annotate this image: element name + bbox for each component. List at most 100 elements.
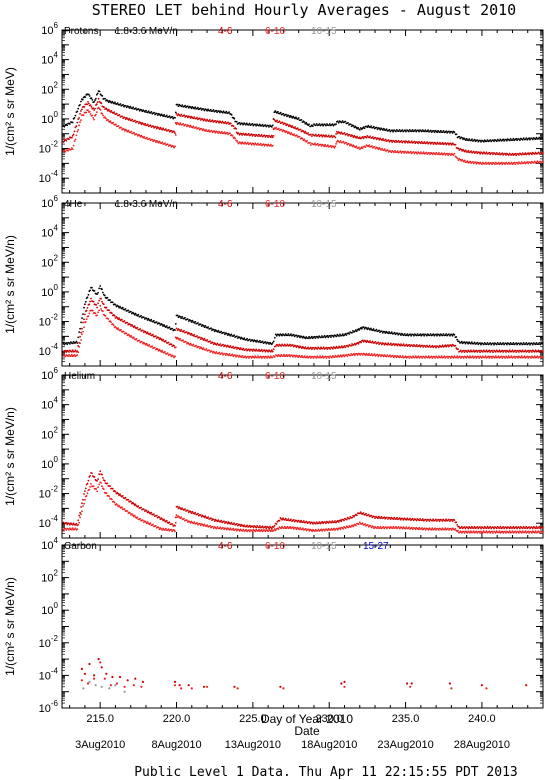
data-point: [314, 142, 316, 145]
data-point: [133, 131, 136, 134]
data-point: [481, 351, 484, 353]
data-point: [379, 525, 382, 528]
data-point: [185, 124, 187, 126]
data-point: [236, 141, 239, 143]
data-point: [428, 334, 431, 337]
data-point: [153, 319, 155, 322]
data-point: [414, 345, 417, 348]
data-point: [86, 103, 88, 106]
data-point: [469, 350, 471, 353]
data-point: [277, 528, 280, 531]
data-point: [325, 124, 327, 127]
data-point: [232, 527, 235, 530]
data-point: [99, 470, 102, 473]
data-point: [316, 348, 319, 350]
data-point: [236, 524, 239, 527]
data-point: [443, 528, 446, 531]
data-point: [440, 529, 443, 531]
data-point: [155, 321, 158, 323]
data-point: [234, 137, 237, 140]
data-point: [184, 508, 186, 510]
data-point: [314, 133, 317, 136]
data-point: [110, 102, 113, 104]
data-point: [281, 518, 283, 521]
data-point: [528, 153, 530, 156]
data-point: [293, 133, 296, 136]
data-point: [359, 354, 362, 356]
data-point: [84, 498, 86, 501]
data-point: [447, 142, 449, 145]
data-point: [123, 320, 126, 322]
data-point: [272, 526, 275, 528]
data-point: [400, 334, 402, 336]
series-6-10: [62, 106, 543, 166]
data-point: [176, 114, 179, 117]
data-point: [300, 356, 302, 359]
data-point: [308, 521, 311, 523]
data-point: [436, 527, 439, 530]
data-points: [62, 90, 543, 166]
data-point: [362, 137, 365, 140]
data-point: [375, 126, 378, 129]
data-point: [79, 327, 81, 330]
data-point: [137, 505, 140, 507]
data-point: [107, 108, 110, 111]
data-point: [256, 144, 258, 146]
data-point: [244, 134, 246, 136]
data-point: [417, 528, 420, 531]
data-point: [373, 353, 376, 356]
data-point: [411, 528, 414, 531]
data-point: [229, 122, 232, 125]
data-point: [122, 104, 124, 106]
data-point: [343, 519, 345, 522]
data-point: [193, 333, 196, 336]
data-point: [520, 161, 523, 163]
data-point: [527, 349, 530, 352]
data-point: [465, 137, 468, 140]
y-tick-label: 104: [41, 224, 58, 240]
data-point: [179, 115, 182, 117]
data-point: [83, 502, 85, 505]
data-point: [479, 139, 481, 142]
series-1-8-3-6-mev-n: [62, 90, 543, 143]
data-point: [84, 490, 86, 492]
data-point: [214, 131, 217, 134]
data-point: [94, 107, 96, 110]
data-point: [222, 110, 225, 113]
data-point: [221, 111, 224, 114]
data-point: [485, 530, 488, 533]
data-point: [105, 117, 107, 120]
data-point: [81, 327, 83, 330]
data-point: [180, 508, 183, 511]
data-point: [321, 521, 324, 523]
data-point: [497, 161, 500, 164]
data-point: [206, 524, 209, 526]
data-point: [494, 351, 497, 353]
data-point: [494, 161, 497, 164]
data-point: [241, 122, 244, 125]
data-point: [269, 145, 271, 147]
data-point: [161, 128, 164, 131]
data-point: [501, 163, 504, 166]
data-point: [503, 343, 505, 346]
data-point: [508, 527, 511, 530]
data-point: [334, 136, 337, 139]
data-point: [342, 354, 345, 356]
data-point: [215, 109, 218, 112]
data-point: [121, 115, 124, 118]
data-point: [521, 349, 524, 352]
data-point: [153, 513, 155, 515]
data-point: [413, 152, 416, 155]
data-point: [219, 343, 222, 345]
data-point: [313, 335, 316, 338]
data-point: [300, 519, 302, 522]
data-point: [408, 344, 411, 346]
data-point: [168, 115, 171, 117]
data-point: [336, 527, 338, 530]
data-point: [174, 134, 177, 136]
data-point: [403, 333, 406, 335]
data-point: [117, 305, 120, 308]
data-point: [70, 350, 73, 353]
data-point: [497, 355, 500, 358]
data-point: [80, 100, 82, 103]
